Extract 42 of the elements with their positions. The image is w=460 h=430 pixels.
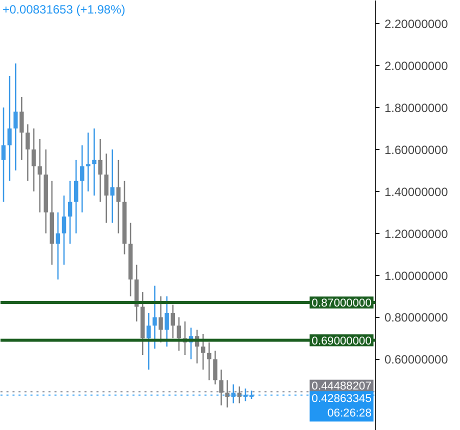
candlestick <box>80 144 84 214</box>
ref-line-label: 0.87000000 <box>312 298 372 310</box>
y-tick-label: 2.00000000 <box>384 59 448 74</box>
candlestick <box>98 138 102 203</box>
candlestick <box>20 96 24 161</box>
candlestick <box>86 132 90 192</box>
candlestick <box>104 152 108 224</box>
chart-subtitle: +0.00831653 (+1.98%) <box>2 2 126 16</box>
y-tick-label: 0.80000000 <box>384 310 448 325</box>
y-tick-label: 1.00000000 <box>384 268 448 283</box>
candlestick <box>146 312 151 370</box>
candlestick <box>32 128 36 192</box>
candlestick <box>213 350 218 386</box>
candlestick <box>7 75 12 182</box>
candlestick <box>231 384 236 404</box>
ref-line-label: 0.42863345 06:26:28 <box>312 393 372 420</box>
ref-line-label: 0.69000000 <box>312 335 372 348</box>
candlestick <box>62 194 66 266</box>
candlestick <box>170 304 175 339</box>
y-tick-label: 1.20000000 <box>384 226 448 241</box>
y-tick-label: 2.20000000 <box>384 17 448 32</box>
candlestick <box>116 159 121 234</box>
candlestick <box>110 148 115 224</box>
candlestick <box>92 128 96 196</box>
candlestick <box>1 106 6 203</box>
candlestick <box>152 285 157 350</box>
candlestick <box>68 180 72 244</box>
candlestick <box>38 138 42 214</box>
y-tick-label: 1.40000000 <box>384 184 448 199</box>
ref-line-label: 0.44488207 <box>312 380 372 393</box>
candlestick <box>176 316 182 352</box>
candlestick <box>207 342 212 381</box>
candlestick <box>56 212 60 280</box>
candlestick <box>26 124 30 182</box>
candlestick <box>158 296 163 344</box>
candlestick <box>14 62 18 172</box>
candlestick <box>74 159 78 234</box>
y-tick-label: 0.60000000 <box>384 352 448 367</box>
candlestick <box>201 333 206 370</box>
candlestick <box>164 296 169 348</box>
y-tick-label: 1.60000000 <box>384 142 448 157</box>
y-tick-label: 1.80000000 <box>384 100 448 115</box>
